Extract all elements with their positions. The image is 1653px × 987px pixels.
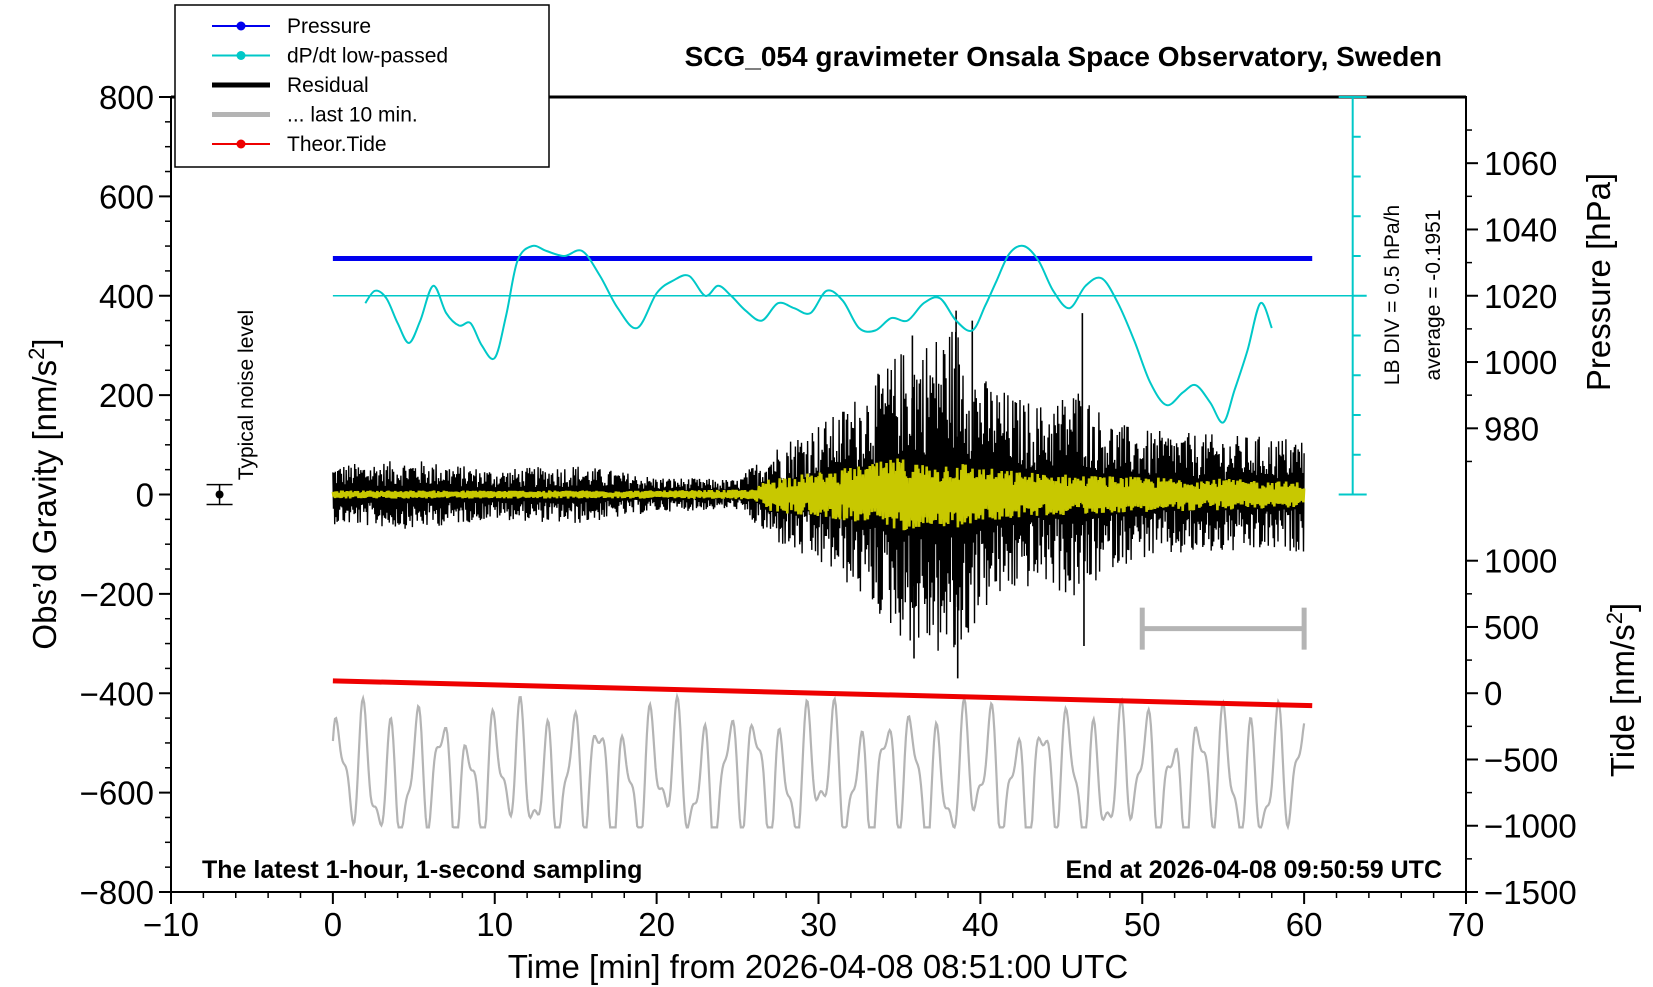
legend-swatch-dot bbox=[236, 51, 246, 60]
bottom-right-note: End at 2026-04-08 09:50:59 UTC bbox=[1065, 856, 1442, 884]
tide-tick-label: 500 bbox=[1484, 609, 1539, 646]
x-axis-ticks: −10 0 10 20 30 40 50 60 70 bbox=[143, 892, 1484, 943]
tide-tick-label: 1000 bbox=[1484, 543, 1557, 580]
x-tick-label: 20 bbox=[638, 906, 675, 943]
tide-tick-label: −1000 bbox=[1484, 808, 1577, 845]
pressure-axis-ticks: 980 1000 1020 1040 1060 bbox=[1466, 129, 1557, 463]
legend-label: Pressure bbox=[287, 15, 371, 38]
x-tick-label: 0 bbox=[324, 906, 342, 943]
theor-tide-line bbox=[332, 678, 1313, 709]
bottom-left-note: The latest 1-hour, 1-second sampling bbox=[202, 856, 642, 884]
tide-tick-label: 0 bbox=[1484, 675, 1502, 712]
pressure-axis-title: Pressure [hPa] bbox=[1580, 173, 1617, 391]
x-tick-label: 60 bbox=[1286, 906, 1323, 943]
noise-dot bbox=[215, 490, 224, 499]
tide-title-sup: 2 bbox=[1602, 612, 1627, 624]
y-tick-label: −800 bbox=[80, 874, 154, 911]
legend-swatch-dot bbox=[236, 21, 246, 31]
noise-label: Typical noise level bbox=[235, 310, 258, 480]
x-tick-label: 10 bbox=[476, 906, 513, 943]
x-axis-title: Time [min] from 2026-04-08 08:51:00 UTC bbox=[508, 948, 1129, 985]
scale-bar bbox=[1139, 607, 1307, 650]
legend-label: ... last 10 min. bbox=[287, 104, 418, 127]
lb-div-label: LB DIV = 0.5 hPa/h bbox=[1381, 205, 1404, 385]
y-title-sup: 2 bbox=[24, 348, 49, 360]
y-axis-ticks: −800 −600 −400 −200 0 200 400 600 800 bbox=[80, 79, 171, 911]
y-tick-label: 200 bbox=[99, 377, 154, 414]
legend-label: dP/dt low-passed bbox=[287, 45, 448, 68]
y-tick-label: 0 bbox=[136, 477, 154, 514]
legend: Pressure dP/dt low-passed Residual ... last… bbox=[174, 4, 550, 168]
x-tick-label: −10 bbox=[143, 906, 199, 943]
legend-label: Residual bbox=[287, 74, 369, 97]
noise-marker bbox=[206, 483, 233, 506]
tide-axis-ticks: −1500 −1000 −500 0 500 1000 bbox=[1466, 543, 1577, 911]
x-tick-label: 30 bbox=[800, 906, 837, 943]
dpdt-curve bbox=[364, 244, 1273, 424]
average-label: average = -0.1951 bbox=[1422, 209, 1445, 380]
pressure-tick-label: 1000 bbox=[1484, 344, 1557, 381]
y-title-main: Obs’d Gravity [nm/s bbox=[26, 360, 63, 650]
tide-tick-label: −1500 bbox=[1484, 874, 1577, 911]
last-10-min-line bbox=[331, 692, 1306, 831]
dpdt-series bbox=[332, 244, 1353, 424]
pressure-tick-label: 1020 bbox=[1484, 278, 1557, 315]
y-tick-label: −400 bbox=[80, 675, 154, 712]
dpdt-scale-axis bbox=[1338, 96, 1367, 496]
chart-title: SCG_054 gravimeter Onsala Space Observat… bbox=[685, 41, 1442, 72]
y-tick-label: 800 bbox=[99, 79, 154, 116]
residual-yellow-line bbox=[331, 458, 1306, 531]
tide-tick-label: −500 bbox=[1484, 741, 1558, 778]
y-title-end: ] bbox=[26, 338, 63, 347]
y-tick-label: −600 bbox=[80, 775, 154, 812]
y-tick-label: 600 bbox=[99, 178, 154, 215]
residual-yellow-series bbox=[331, 458, 1306, 531]
legend-label: Theor.Tide bbox=[287, 133, 387, 156]
pressure-tick-label: 1060 bbox=[1484, 145, 1557, 182]
pressure-tick-label: 980 bbox=[1484, 410, 1539, 447]
tide-title-main: Tide [nm/s bbox=[1604, 624, 1641, 777]
x-tick-label: 50 bbox=[1124, 906, 1161, 943]
theor-tide-series bbox=[332, 678, 1313, 709]
y-tick-label: −200 bbox=[80, 576, 154, 613]
tide-axis-title: Tide [nm/s2] bbox=[1602, 603, 1642, 777]
x-tick-label: 40 bbox=[962, 906, 999, 943]
pressure-tick-label: 1040 bbox=[1484, 211, 1557, 248]
legend-swatch-dot bbox=[236, 139, 246, 149]
y-tick-label: 400 bbox=[99, 278, 154, 315]
y-axis-title-left: Obs’d Gravity [nm/s2] bbox=[24, 338, 64, 649]
x-tick-label: 70 bbox=[1448, 906, 1485, 943]
tide-title-end: ] bbox=[1604, 603, 1641, 612]
last-10-min-series bbox=[331, 692, 1306, 831]
